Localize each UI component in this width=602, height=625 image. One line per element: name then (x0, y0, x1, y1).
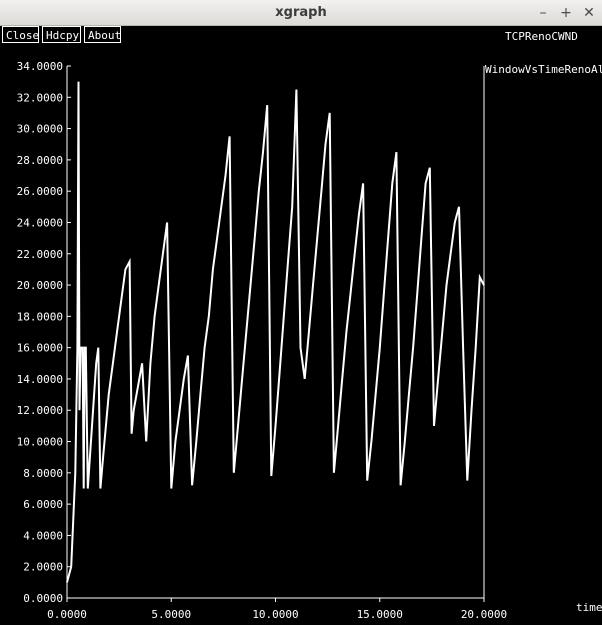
x-tick-label: 20.0000 (461, 608, 507, 621)
y-tick-label: 32.0000 (17, 91, 63, 104)
y-tick-label: 14.0000 (17, 373, 63, 386)
y-tick-label: 30.0000 (17, 123, 63, 136)
y-tick-label: 4.0000 (23, 529, 63, 542)
y-tick-label: 34.0000 (17, 60, 63, 73)
x-tick-label: 10.0000 (252, 608, 298, 621)
y-tick-label: 8.0000 (23, 467, 63, 480)
x-tick-label: 5.0000 (151, 608, 191, 621)
y-tick-labels: 0.0000 2.0000 4.0000 6.0000 8.0000 10.0000 12.… (17, 60, 71, 605)
x-tick-label: 0.0000 (47, 608, 87, 621)
y-tick-label: 22.0000 (17, 248, 63, 261)
y-tick-label: 10.0000 (17, 436, 63, 449)
y-tick-label: 26.0000 (17, 185, 63, 198)
y-tick-label: 16.0000 (17, 342, 63, 355)
series-line (67, 82, 484, 583)
legend-series-name: WindowVsTimeRenoAll (485, 63, 602, 76)
y-tick-label: 20.0000 (17, 279, 63, 292)
y-tick-label: 2.0000 (23, 561, 63, 574)
y-tick-label: 0.0000 (23, 592, 63, 605)
x-tick-labels: 0.0000 5.0000 10.0000 15.0000 20.0000 (47, 598, 507, 621)
x-tick-label: 15.0000 (357, 608, 403, 621)
y-tick-label: 28.0000 (17, 154, 63, 167)
series-group (67, 82, 484, 583)
y-tick-label: 6.0000 (23, 498, 63, 511)
x-axis-label: time (576, 601, 602, 614)
y-tick-label: 18.0000 (17, 310, 63, 323)
y-tick-label: 24.0000 (17, 216, 63, 229)
y-tick-label: 12.0000 (17, 404, 63, 417)
